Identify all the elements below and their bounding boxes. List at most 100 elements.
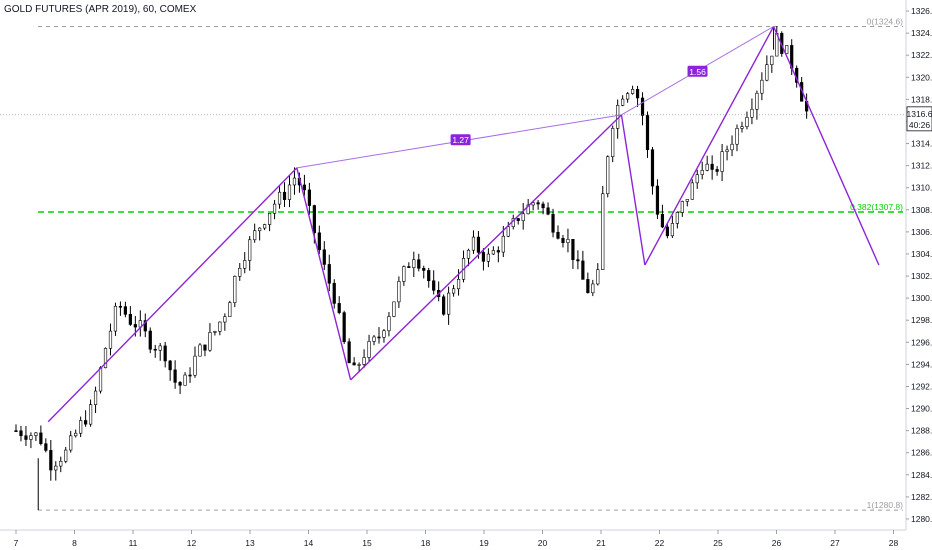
candle-body bbox=[606, 156, 610, 195]
candle-body bbox=[258, 227, 262, 232]
candle-body bbox=[282, 191, 287, 200]
candle-body bbox=[128, 314, 132, 325]
candle-body bbox=[566, 238, 570, 243]
candle-body bbox=[208, 332, 212, 351]
candle-body bbox=[223, 316, 227, 323]
y-tick-label: 1314.0 bbox=[911, 139, 932, 149]
candle-body bbox=[402, 266, 406, 282]
x-tick-label: 18 bbox=[421, 538, 431, 548]
candle-body bbox=[516, 218, 520, 221]
candle-body bbox=[735, 128, 739, 145]
candle-body bbox=[54, 465, 58, 471]
level-label: 1(1280.8) bbox=[867, 500, 904, 510]
candle-body bbox=[626, 93, 630, 100]
candle-body bbox=[29, 435, 33, 440]
candle-body bbox=[596, 269, 600, 285]
candle-body bbox=[243, 260, 247, 269]
candle-body bbox=[98, 367, 103, 392]
candle-body bbox=[14, 430, 18, 432]
candle-body bbox=[24, 435, 28, 440]
candle-body bbox=[407, 266, 411, 268]
candle-body bbox=[546, 207, 550, 215]
candle-body bbox=[342, 312, 346, 343]
candle-body bbox=[755, 92, 759, 110]
x-tick-label: 20 bbox=[538, 538, 548, 548]
candle-body bbox=[188, 374, 192, 377]
candle-body bbox=[113, 305, 118, 332]
candle-body bbox=[481, 252, 486, 262]
x-tick-label: 15 bbox=[362, 538, 372, 548]
y-tick-label: 1322.0 bbox=[911, 50, 932, 60]
y-tick-label: 1290.0 bbox=[911, 404, 932, 414]
y-tick-label: 1308.0 bbox=[911, 205, 932, 215]
candle-body bbox=[690, 182, 694, 200]
x-tick-label: 19 bbox=[479, 538, 489, 548]
candle-body bbox=[521, 213, 525, 221]
candle-body bbox=[750, 108, 754, 118]
chart-title: GOLD FUTURES (APR 2019), 60, COMEX bbox=[4, 4, 197, 15]
candle-body bbox=[695, 174, 699, 184]
candle-body bbox=[526, 204, 530, 215]
candle-body bbox=[715, 169, 719, 172]
candle-body bbox=[700, 170, 704, 175]
candle-body bbox=[228, 302, 232, 317]
y-tick-label: 1288.0 bbox=[911, 426, 932, 436]
candle-body bbox=[322, 249, 326, 265]
candle-body bbox=[451, 288, 456, 294]
candle-body bbox=[292, 177, 297, 186]
candle-body bbox=[49, 450, 53, 471]
candle-body bbox=[591, 283, 595, 294]
candle-body bbox=[84, 420, 88, 425]
candle-body bbox=[238, 267, 242, 277]
candle-body bbox=[466, 249, 471, 259]
bar-countdown: 40:26 bbox=[909, 120, 931, 130]
candle-body bbox=[203, 344, 207, 351]
level-label: 0(1324.6) bbox=[867, 17, 904, 27]
pattern-leg bbox=[350, 114, 622, 381]
candle-body bbox=[740, 126, 744, 129]
candle-body bbox=[491, 250, 495, 255]
x-tick-label: 12 bbox=[187, 538, 197, 548]
candle-body bbox=[655, 185, 660, 215]
candle-body bbox=[630, 89, 635, 94]
candle-body bbox=[556, 231, 560, 239]
candle-body bbox=[476, 236, 481, 253]
candle-body bbox=[501, 235, 505, 253]
ratio-badge bbox=[687, 65, 708, 77]
x-tick-label: 21 bbox=[596, 538, 606, 548]
candle-body bbox=[39, 432, 43, 444]
candle-body bbox=[337, 303, 341, 313]
y-tick-label: 1284.0 bbox=[911, 470, 932, 480]
candle-body bbox=[213, 331, 217, 333]
y-tick-label: 1296.0 bbox=[911, 337, 932, 347]
candle-body bbox=[183, 374, 187, 386]
x-tick-label: 11 bbox=[129, 538, 138, 548]
candle-body bbox=[541, 203, 545, 209]
y-tick-label: 1310.0 bbox=[911, 183, 932, 193]
candle-body bbox=[496, 250, 500, 253]
candle-body bbox=[93, 390, 98, 405]
candle-body bbox=[357, 364, 361, 366]
x-tick-label: 26 bbox=[772, 538, 782, 548]
last-price-box bbox=[906, 106, 932, 132]
pattern-leg bbox=[644, 26, 775, 266]
candle-body bbox=[660, 214, 665, 228]
ratio-badge bbox=[450, 134, 471, 146]
candle-body bbox=[69, 435, 73, 451]
candle-body bbox=[387, 316, 391, 332]
candle-body bbox=[561, 238, 565, 243]
candle-body bbox=[447, 292, 451, 315]
candle-body bbox=[601, 193, 605, 270]
y-tick-label: 1294.0 bbox=[911, 359, 932, 369]
last-price-value: 1316.6 bbox=[907, 109, 932, 119]
x-tick-label: 8 bbox=[72, 538, 77, 548]
x-tick-label: 25 bbox=[713, 538, 723, 548]
x-tick-label: 14 bbox=[304, 538, 314, 548]
candle-body bbox=[536, 202, 540, 205]
candle-body bbox=[332, 282, 336, 304]
candle-body bbox=[153, 348, 157, 351]
candle-body bbox=[218, 321, 222, 332]
y-tick-label: 1326.0 bbox=[911, 6, 932, 16]
candle-body bbox=[307, 189, 311, 206]
